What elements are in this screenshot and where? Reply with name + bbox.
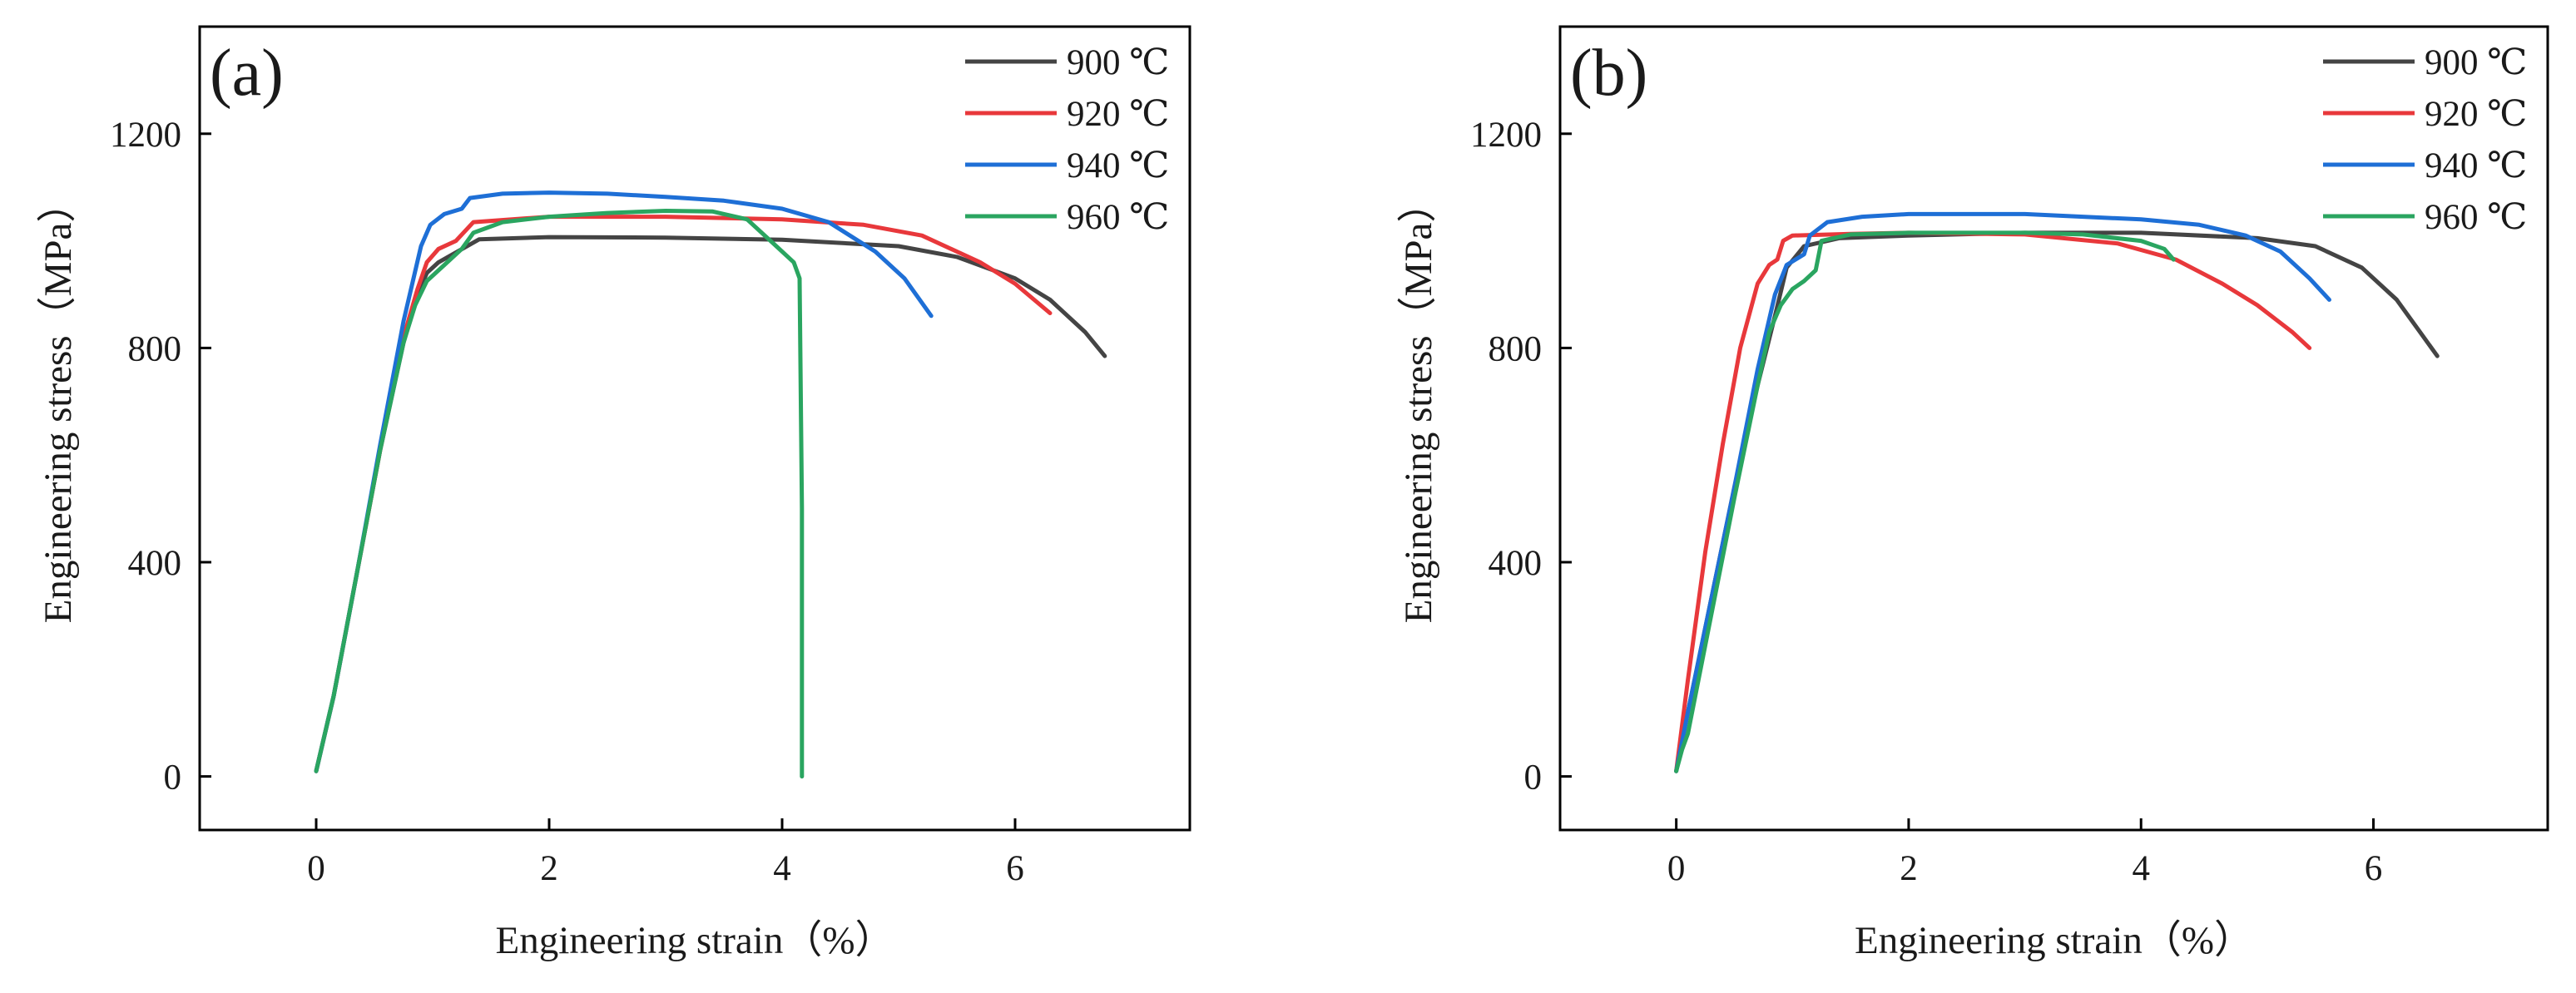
panel-label: (a): [210, 37, 284, 110]
legend-label: 920 ℃: [1067, 95, 1169, 134]
series-line-960: [314, 209, 805, 779]
series-line-920: [314, 215, 1053, 773]
plot-frame: [198, 25, 1191, 832]
x-tick-label: 2: [540, 849, 558, 888]
x-axis-title: Engineering strain（%）: [495, 919, 894, 962]
y-axis-title: Engineering stress（MPa）: [1397, 184, 1440, 624]
series-line-900: [1674, 230, 2440, 773]
legend-label: 940 ℃: [2425, 146, 2527, 185]
panel-label: (b): [1570, 37, 1647, 110]
series-line-940: [1674, 211, 2331, 773]
y-tick-label: 800: [128, 329, 182, 368]
legend-label: 960 ℃: [2425, 198, 2527, 237]
chart-panel-a: 0 2 4 6 0 400 800 1200 Engineering strain（%） Engi…: [37, 25, 1191, 962]
x-tick-label: 0: [1667, 849, 1686, 888]
x-tick-label: 0: [307, 849, 325, 888]
legend-label: 920 ℃: [2425, 95, 2527, 134]
plot-frame: [1558, 25, 2549, 832]
y-tick-label: 400: [128, 544, 182, 583]
x-tick-label: 2: [1900, 849, 1918, 888]
series-line-920: [1674, 230, 2312, 773]
legend-label: 900 ℃: [2425, 43, 2527, 82]
legend-label: 940 ℃: [1067, 146, 1169, 185]
y-axis-title: Engineering stress（MPa）: [37, 184, 80, 624]
series-line-960: [1674, 230, 2176, 773]
y-tick-label: 0: [1524, 758, 1543, 798]
legend-label: 960 ℃: [1067, 198, 1169, 237]
y-tick-label: 1200: [110, 116, 181, 155]
y-tick-label: 0: [164, 758, 182, 798]
y-tick-label: 800: [1489, 329, 1543, 368]
chart-panel-b: 0 2 4 6 0 400 800 1200 Engineering strain（%） Engi…: [1397, 25, 2549, 962]
x-tick-label: 6: [1006, 849, 1024, 888]
x-tick-label: 4: [773, 849, 791, 888]
series-line-900: [314, 235, 1107, 773]
x-axis-title: Engineering strain（%）: [1855, 919, 2253, 962]
y-tick-label: 1200: [1470, 116, 1542, 155]
x-tick-label: 4: [2132, 849, 2150, 888]
legend-label: 900 ℃: [1067, 43, 1169, 82]
x-tick-label: 6: [2365, 849, 2383, 888]
y-tick-label: 400: [1489, 544, 1543, 583]
series-line-940: [314, 190, 934, 773]
